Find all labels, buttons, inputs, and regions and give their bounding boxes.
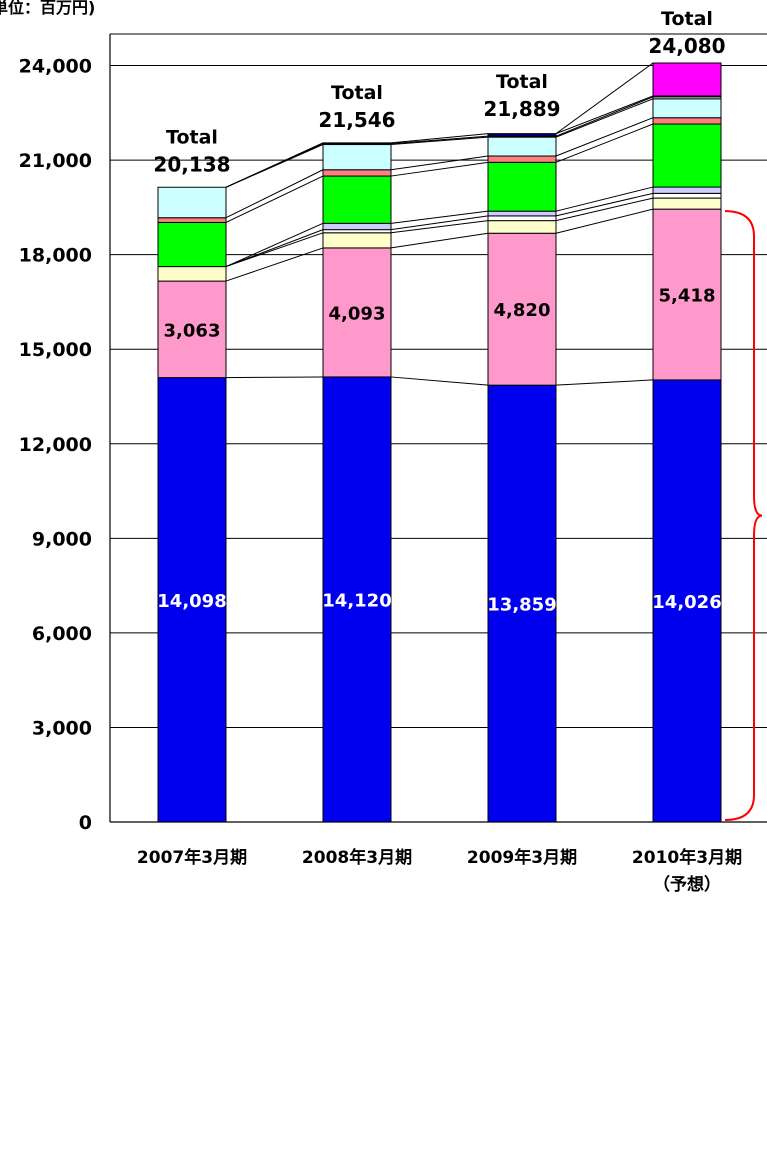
- connector-line: [390, 155, 489, 171]
- connector-line: [390, 210, 489, 224]
- bar-segment: [322, 222, 392, 231]
- bar-segment: [487, 155, 557, 163]
- connector-line: [225, 247, 324, 282]
- connector-line: [225, 376, 324, 379]
- bar-segment: [322, 232, 392, 249]
- data-label: 4,820: [494, 300, 551, 321]
- connector-line: [555, 208, 654, 234]
- total-value-label: 21,889: [483, 97, 560, 121]
- category-label: 2009年3月期: [467, 847, 577, 868]
- connector-line: [390, 136, 489, 146]
- total-prefix-label: Total: [661, 8, 713, 30]
- unit-label: 単位：百万円): [0, 0, 96, 17]
- connector-line: [390, 232, 489, 249]
- y-tick-label: 18,000: [19, 245, 92, 267]
- bar-segment: [322, 247, 392, 378]
- bar-segment: [487, 384, 557, 823]
- total-value-label: 21,546: [318, 108, 395, 132]
- bar-segment: [487, 161, 557, 212]
- connector-line: [390, 135, 489, 145]
- connector-line: [555, 95, 654, 135]
- data-label: 14,098: [157, 591, 226, 612]
- y-tick-label: 3,000: [32, 717, 92, 739]
- bar-segment: [652, 197, 722, 210]
- connector-line: [390, 161, 489, 177]
- bar-segment: [322, 175, 392, 224]
- connector-line: [225, 229, 324, 268]
- bar-segment: [652, 192, 722, 199]
- y-tick-label: 9,000: [32, 528, 92, 550]
- bar-segment: [652, 208, 722, 381]
- connector-line: [390, 215, 489, 231]
- connector-line: [555, 186, 654, 212]
- bar-segment: [157, 217, 227, 223]
- bar-segment: [322, 142, 392, 145]
- connector-line: [555, 96, 654, 137]
- axes: 0 3,000 6,000 9,000 12,000 15,000 18,000 21,000…: [19, 33, 767, 834]
- y-tick-label: 24,000: [19, 56, 92, 78]
- bar-segment: [322, 169, 392, 177]
- bar-segment: [157, 221, 227, 268]
- connector-line: [225, 169, 324, 219]
- connector-line: [555, 197, 654, 222]
- connector-lines: [225, 62, 654, 386]
- bar-segment: [652, 117, 722, 125]
- bar-segment: [652, 379, 722, 823]
- bar-segment: [652, 62, 722, 97]
- category-sublabel: （予想）: [653, 874, 721, 895]
- total-value-label: 24,080: [648, 34, 725, 58]
- bar-segment: [322, 144, 392, 171]
- bar-segment: [157, 266, 227, 282]
- connector-line: [555, 62, 654, 135]
- category-label: 2010年3月期: [632, 847, 742, 868]
- connector-line: [555, 123, 654, 163]
- data-label: 4,093: [329, 303, 386, 324]
- labels: 14,098 14,120 13,859 14,026 3,063 4,093 4,820 5…: [137, 8, 742, 895]
- connector-line: [555, 379, 654, 386]
- bars: [157, 62, 722, 823]
- bar-segment: [487, 215, 557, 222]
- connector-line: [390, 133, 489, 144]
- connector-line: [225, 142, 324, 188]
- connector-line: [555, 98, 654, 138]
- total-prefix-label: Total: [496, 71, 548, 93]
- y-tick-label: 6,000: [32, 623, 92, 645]
- data-label: 14,026: [652, 592, 721, 613]
- category-label: 2007年3月期: [137, 847, 247, 868]
- connector-line: [390, 220, 489, 234]
- bar-segment: [487, 133, 557, 137]
- bar-segment: [487, 136, 557, 157]
- y-tick-label: 21,000: [19, 150, 92, 172]
- bar-segment: [487, 210, 557, 217]
- data-label: 13,859: [487, 595, 556, 616]
- bar-segment: [652, 98, 722, 119]
- y-tick-label: 0: [79, 812, 92, 834]
- bar-segment: [487, 232, 557, 386]
- connector-line: [555, 117, 654, 157]
- bar-segment: [157, 377, 227, 823]
- data-label: 14,120: [322, 590, 391, 611]
- bracket: [724, 210, 763, 821]
- connector-line: [225, 175, 324, 223]
- connector-line: [555, 192, 654, 217]
- bar-segment: [322, 376, 392, 823]
- total-value-label: 20,138: [153, 152, 230, 176]
- bar-segment: [157, 280, 227, 379]
- red-bracket: [724, 210, 763, 821]
- y-tick-label: 12,000: [19, 434, 92, 456]
- total-prefix-label: Total: [166, 126, 218, 148]
- connector-line: [225, 222, 324, 268]
- y-tick-label: 15,000: [19, 339, 92, 361]
- bar-segment: [652, 186, 722, 194]
- connector-line: [390, 376, 489, 386]
- category-label: 2008年3月期: [302, 847, 412, 868]
- bar-segment: [157, 186, 227, 219]
- data-label: 5,418: [659, 286, 716, 307]
- total-prefix-label: Total: [331, 82, 383, 104]
- bar-segment: [487, 220, 557, 234]
- bar-segment: [652, 123, 722, 188]
- data-label: 3,063: [164, 320, 221, 341]
